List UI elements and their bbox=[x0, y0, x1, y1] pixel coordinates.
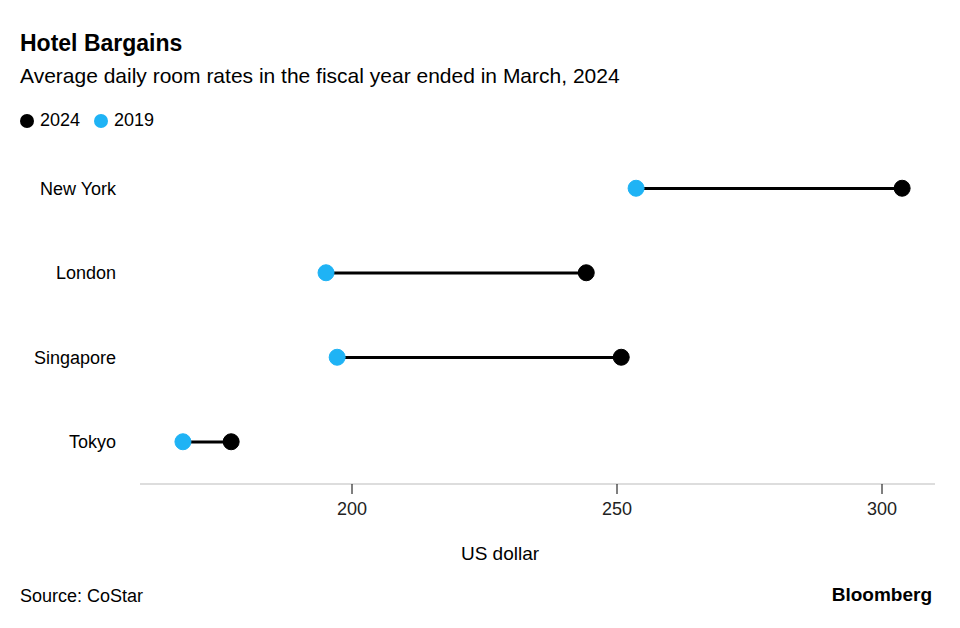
svg-text:300: 300 bbox=[867, 499, 897, 519]
svg-text:Tokyo: Tokyo bbox=[69, 432, 116, 452]
html-text:Bloomberg: Bloomberg bbox=[831, 584, 932, 605]
svg-text:250: 250 bbox=[602, 499, 632, 519]
html-text:Average daily room rates in th: Average daily room rates in the fiscal y… bbox=[20, 64, 620, 87]
html-text:Hotel Bargains: Hotel Bargains bbox=[20, 30, 183, 56]
svg-text:London: London bbox=[56, 263, 116, 283]
svg-text:New York: New York bbox=[40, 179, 117, 199]
html-text:2019: 2019 bbox=[114, 110, 155, 130]
html-text:Source: CoStar: Source: CoStar bbox=[20, 586, 144, 606]
svg-text:Singapore: Singapore bbox=[34, 348, 116, 368]
html-text:2024: 2024 bbox=[40, 110, 80, 130]
svg-text:200: 200 bbox=[337, 499, 367, 519]
html-text:US dollar: US dollar bbox=[460, 543, 540, 564]
